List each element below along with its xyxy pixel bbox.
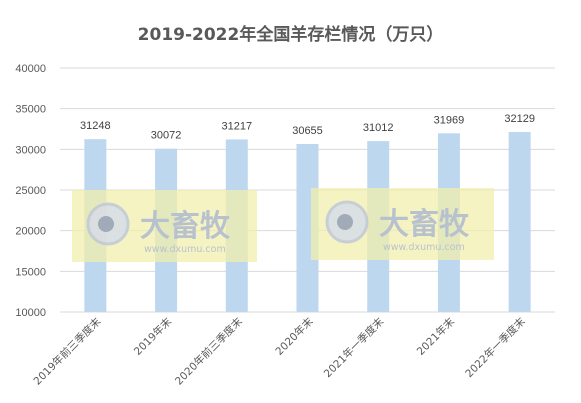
watermark-url: www.dxumu.com	[383, 242, 465, 253]
x-tick-label: 2020年末	[273, 315, 316, 358]
data-label: 31217	[221, 120, 252, 132]
watermark-url: www.dxumu.com	[144, 244, 226, 255]
data-label: 31248	[80, 120, 111, 132]
y-tick-label: 30000	[15, 144, 46, 156]
chart-title: 2019-2022年全国羊存栏情况（万只）	[137, 25, 444, 45]
y-tick-label: 40000	[15, 63, 46, 75]
watermark-logo-inner-icon	[337, 214, 353, 230]
x-tick-label: 2020年前三季度末	[172, 315, 245, 388]
watermark-brand: 大畜牧	[379, 207, 470, 242]
y-tick-label: 25000	[15, 185, 46, 197]
x-tick-label: 2021年末	[414, 315, 457, 358]
bar	[508, 132, 531, 312]
x-tick-label: 2019年末	[131, 315, 174, 358]
data-label: 31012	[363, 122, 394, 134]
data-label: 30072	[151, 130, 182, 142]
x-tick-label: 2019年前三季度末	[31, 315, 104, 388]
watermark-logo-inner-icon	[98, 216, 114, 232]
x-tick-label: 2022年一季度末	[463, 315, 529, 381]
x-tick-label: 2021年一季度末	[321, 315, 387, 381]
y-tick-label: 20000	[15, 226, 46, 238]
watermark-brand: 大畜牧	[140, 209, 231, 244]
y-tick-label: 35000	[15, 104, 46, 116]
data-label: 30655	[292, 125, 323, 137]
y-tick-label: 15000	[15, 266, 46, 278]
bar	[296, 144, 319, 312]
y-tick-label: 10000	[15, 307, 46, 319]
data-label: 32129	[504, 113, 535, 125]
data-label: 31969	[434, 114, 465, 126]
